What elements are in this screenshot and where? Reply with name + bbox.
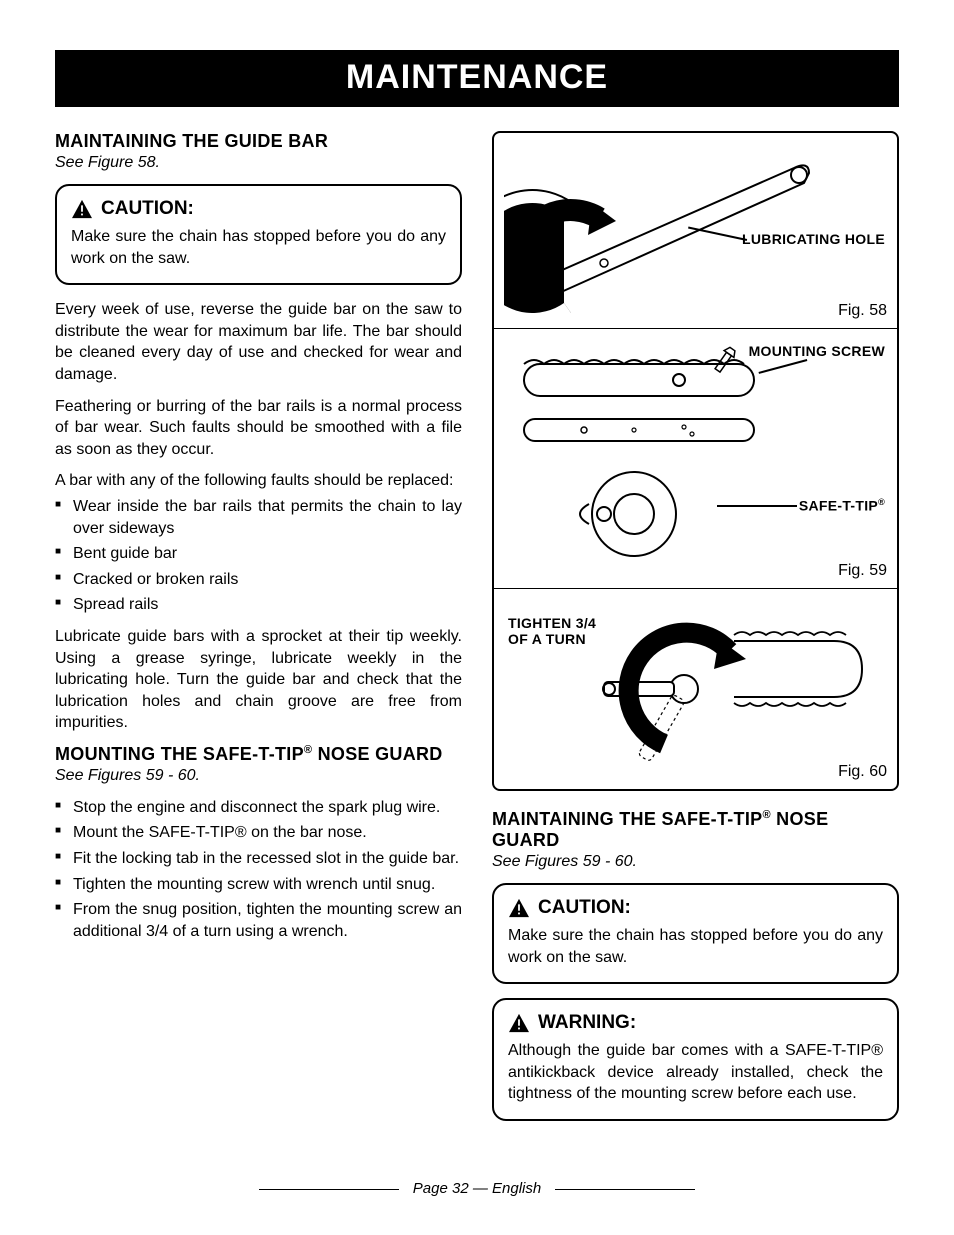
- caution-label: CAUTION:: [101, 198, 194, 220]
- figures-box: LUBRICATING HOLE Fig. 58: [492, 131, 899, 791]
- label-lubricating-hole: LUBRICATING HOLE: [742, 231, 885, 247]
- left-column: MAINTAINING THE GUIDE BAR See Figure 58.…: [55, 131, 462, 1135]
- caution-box-2: CAUTION: Make sure the chain has stopped…: [492, 883, 899, 984]
- leader-line: [717, 505, 797, 507]
- label-safe-t-tip: SAFE-T-TIP®: [799, 497, 885, 514]
- registered-symbol: ®: [878, 497, 885, 507]
- warning-triangle-icon: [508, 898, 530, 918]
- label-line-2: OF A TURN: [508, 631, 586, 647]
- caution-body-2: Make sure the chain has stopped before y…: [508, 925, 883, 968]
- list-item: Fit the locking tab in the recessed slot…: [55, 848, 462, 870]
- heading-text-pre: MAINTAINING THE SAFE-T-TIP: [492, 809, 762, 829]
- label-mounting-screw: MOUNTING SCREW: [749, 343, 885, 359]
- guide-bar-illustration: [504, 143, 824, 313]
- list-item: Bent guide bar: [55, 543, 462, 565]
- warning-triangle-icon: [508, 1013, 530, 1033]
- warning-body: Although the guide bar comes with a SAFE…: [508, 1040, 883, 1105]
- warning-label: WARNING:: [538, 1012, 636, 1034]
- page-footer: Page 32 — English: [0, 1180, 954, 1197]
- list-item: Spread rails: [55, 594, 462, 616]
- caution-box-1: CAUTION: Make sure the chain has stopped…: [55, 184, 462, 285]
- figure-ref-59-60-b: See Figures 59 - 60.: [492, 853, 899, 871]
- heading-maintain-guide-bar: MAINTAINING THE GUIDE BAR: [55, 131, 462, 152]
- registered-symbol: ®: [762, 809, 770, 821]
- warning-box: WARNING: Although the guide bar comes wi…: [492, 998, 899, 1121]
- figure-60-panel: TIGHTEN 3/4 OF A TURN Fig. 60: [494, 589, 897, 789]
- mounting-steps-list: Stop the engine and disconnect the spark…: [55, 797, 462, 943]
- list-item: From the snug position, tighten the moun…: [55, 899, 462, 942]
- heading-text-post: NOSE GUARD: [312, 744, 442, 764]
- heading-maintain-safettip: MAINTAINING THE SAFE-T-TIP® NOSE GUARD: [492, 809, 899, 851]
- label-line-1: TIGHTEN 3/4: [508, 615, 596, 631]
- list-item: Wear inside the bar rails that permits t…: [55, 496, 462, 539]
- two-column-layout: MAINTAINING THE GUIDE BAR See Figure 58.…: [55, 131, 899, 1135]
- heading-mounting-safettip: MOUNTING THE SAFE-T-TIP® NOSE GUARD: [55, 744, 462, 765]
- footer-rule-right: [555, 1189, 695, 1190]
- footer-rule-left: [259, 1189, 399, 1190]
- paragraph-weekly-reverse: Every week of use, reverse the guide bar…: [55, 299, 462, 385]
- right-column: LUBRICATING HOLE Fig. 58: [492, 131, 899, 1135]
- figure-59-panel: MOUNTING SCREW SAFE-T-TIP® Fig. 59: [494, 329, 897, 589]
- warning-title: WARNING:: [508, 1012, 883, 1034]
- label-line-1: MOUNTING SCREW: [749, 343, 885, 359]
- paragraph-feathering: Feathering or burring of the bar rails i…: [55, 396, 462, 461]
- list-item: Cracked or broken rails: [55, 569, 462, 591]
- page-number: Page 32 — English: [413, 1180, 541, 1197]
- warning-triangle-icon: [71, 199, 93, 219]
- figure-ref-59-60-a: See Figures 59 - 60.: [55, 767, 462, 785]
- paragraph-replace-intro: A bar with any of the following faults s…: [55, 470, 462, 492]
- figure-59-caption: Fig. 59: [838, 562, 887, 580]
- label-text: SAFE-T-TIP: [799, 498, 878, 514]
- heading-text-pre: MOUNTING THE SAFE-T-TIP: [55, 744, 304, 764]
- list-item: Stop the engine and disconnect the spark…: [55, 797, 462, 819]
- list-item: Mount the SAFE-T-TIP® on the bar nose.: [55, 822, 462, 844]
- figure-58-panel: LUBRICATING HOLE Fig. 58: [494, 133, 897, 329]
- figure-ref-58: See Figure 58.: [55, 154, 462, 172]
- caution-title-2: CAUTION:: [508, 897, 883, 919]
- safettip-mount-illustration: [504, 339, 784, 579]
- figure-58-caption: Fig. 58: [838, 302, 887, 320]
- list-item: Tighten the mounting screw with wrench u…: [55, 874, 462, 896]
- caution-label: CAUTION:: [538, 897, 631, 919]
- caution-body-1: Make sure the chain has stopped before y…: [71, 226, 446, 269]
- fault-list: Wear inside the bar rails that permits t…: [55, 496, 462, 616]
- section-banner: MAINTENANCE: [55, 50, 899, 107]
- label-tighten: TIGHTEN 3/4 OF A TURN: [508, 615, 596, 647]
- caution-title-1: CAUTION:: [71, 198, 446, 220]
- figure-60-caption: Fig. 60: [838, 763, 887, 781]
- paragraph-lubricate: Lubricate guide bars with a sprocket at …: [55, 626, 462, 734]
